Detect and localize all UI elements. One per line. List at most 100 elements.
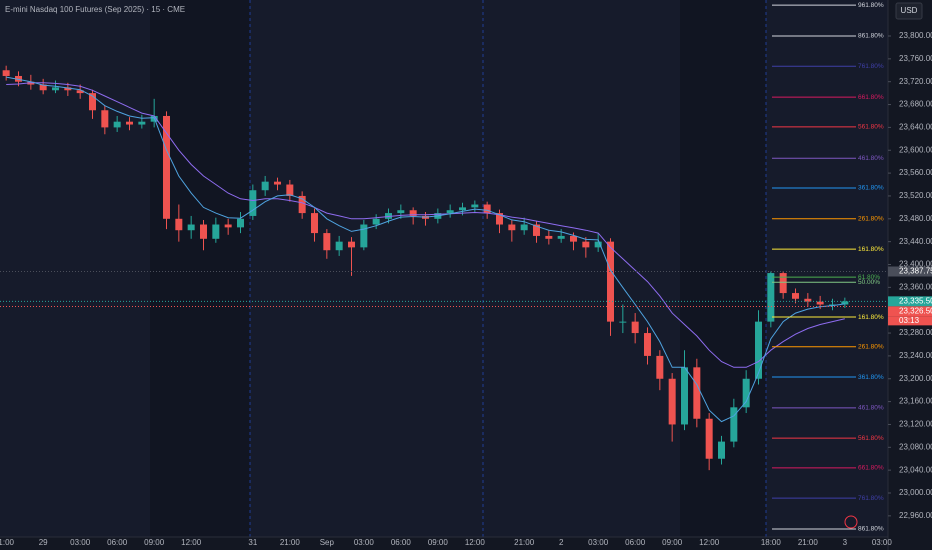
ma-line xyxy=(6,76,845,423)
candle-body xyxy=(767,273,775,322)
y-tick-label: 23,040.00 xyxy=(899,465,932,474)
currency[interactable]: USD xyxy=(901,6,918,15)
candle-body xyxy=(372,218,380,225)
y-tick-label: 23,000.00 xyxy=(899,488,932,497)
candle-body xyxy=(582,241,590,248)
x-tick-label: 06:00 xyxy=(625,538,646,547)
candle-body xyxy=(656,355,664,379)
x-tick-label: 18:00 xyxy=(761,538,782,547)
fib-label: 261.80% xyxy=(858,343,884,350)
candle-body xyxy=(335,241,343,251)
plot xyxy=(2,65,849,471)
price-label: 23,335.50 xyxy=(899,296,932,305)
candle-body xyxy=(323,233,331,251)
x-tick-label: 29 xyxy=(39,538,48,547)
alert-icon[interactable] xyxy=(844,515,858,529)
x-tick-label: 03:00 xyxy=(872,538,893,547)
fib-label: 161.80% xyxy=(858,314,884,321)
y-tick-label: 23,360.00 xyxy=(899,282,932,291)
candle-body xyxy=(187,224,195,231)
candle-body xyxy=(397,210,405,214)
chart-title: E-mini Nasdaq 100 Futures (Sep 2025) · 1… xyxy=(5,5,185,14)
fib-label: 861.80% xyxy=(858,33,884,40)
candle-body xyxy=(644,333,651,356)
fib-label: 161.80% xyxy=(858,246,884,253)
price-label: 23,387.75 xyxy=(899,267,932,276)
x-tick-label: 03:00 xyxy=(354,538,375,547)
session-shade xyxy=(150,0,250,537)
candle-body xyxy=(718,441,725,459)
candle-body xyxy=(286,184,294,196)
price-label-box xyxy=(888,266,932,277)
y-tick-label: 23,400.00 xyxy=(899,260,932,269)
fib-label: 261.80% xyxy=(858,216,884,223)
candle-body xyxy=(533,224,540,236)
candle-body xyxy=(212,224,220,239)
x-tick-label: Sep xyxy=(320,538,335,547)
fib-label: 761.80% xyxy=(858,495,884,502)
candle-body xyxy=(126,121,133,125)
x-tick-label: 1:00 xyxy=(0,538,14,547)
y-tick-label: 23,440.00 xyxy=(899,237,932,246)
fib-label: 661.80% xyxy=(858,465,884,472)
fib-label: 361.80% xyxy=(858,374,884,381)
candle-body xyxy=(520,224,528,231)
fib-label: 561.80% xyxy=(858,124,884,131)
candle-body xyxy=(471,204,479,208)
y-tick-label: 23,560.00 xyxy=(899,168,932,177)
y-tick-label: 23,080.00 xyxy=(899,442,932,451)
candle-body xyxy=(681,367,688,425)
candle-body xyxy=(360,224,368,248)
y-tick-label: 23,160.00 xyxy=(899,397,932,406)
candle-body xyxy=(483,204,491,214)
candle-body xyxy=(200,224,207,239)
candle-body xyxy=(607,241,614,322)
x-tick-label: 21:00 xyxy=(514,538,535,547)
candle-body xyxy=(249,190,257,216)
fib-label: 961.80% xyxy=(858,2,884,9)
candle-body xyxy=(779,273,787,294)
candle-body xyxy=(829,304,836,306)
candle-body xyxy=(668,378,676,425)
candle-body xyxy=(175,218,183,231)
y-tick-label: 23,640.00 xyxy=(899,123,932,132)
candle-body xyxy=(224,224,232,228)
x-tick-label: 2 xyxy=(559,538,564,547)
candle-body xyxy=(113,121,121,128)
currency-button[interactable] xyxy=(895,2,923,20)
candle-body xyxy=(619,321,627,323)
candle-body xyxy=(631,321,639,334)
fib-label: 761.80% xyxy=(858,63,884,70)
fib-label: 50.00% xyxy=(858,279,880,286)
ma-line xyxy=(6,82,845,368)
candle-body xyxy=(89,93,96,111)
time-axis xyxy=(0,537,888,550)
x-tick-label: 21:00 xyxy=(280,538,301,547)
candle-body xyxy=(594,241,602,248)
candle-body xyxy=(52,87,59,91)
x-tick-label: 31 xyxy=(248,538,257,547)
candle-body xyxy=(557,235,565,239)
candle-body xyxy=(570,235,577,242)
fib-label: 561.80% xyxy=(858,435,884,442)
candle-body xyxy=(2,70,10,76)
y-tick-label: 22,960.00 xyxy=(899,511,932,520)
x-tick-label: 09:00 xyxy=(144,538,165,547)
x-tick-label: 12:00 xyxy=(465,538,486,547)
y-tick-label: 23,240.00 xyxy=(899,351,932,360)
candle-body xyxy=(755,321,762,379)
y-tick-label: 23,680.00 xyxy=(899,100,932,109)
fib-label: 461.80% xyxy=(858,405,884,412)
y-tick-label: 23,720.00 xyxy=(899,77,932,86)
y-tick-label: 23,480.00 xyxy=(899,214,932,223)
fib-label: 61.80% xyxy=(858,274,880,281)
x-tick-label: 12:00 xyxy=(181,538,202,547)
candle-body xyxy=(298,195,306,214)
candle-body xyxy=(311,213,318,234)
candle-body xyxy=(163,115,170,219)
candle-body xyxy=(409,210,417,216)
fib-label: 361.80% xyxy=(858,185,884,192)
candle-body xyxy=(816,301,824,305)
price-label-box xyxy=(888,296,932,307)
candle-body xyxy=(804,298,812,302)
